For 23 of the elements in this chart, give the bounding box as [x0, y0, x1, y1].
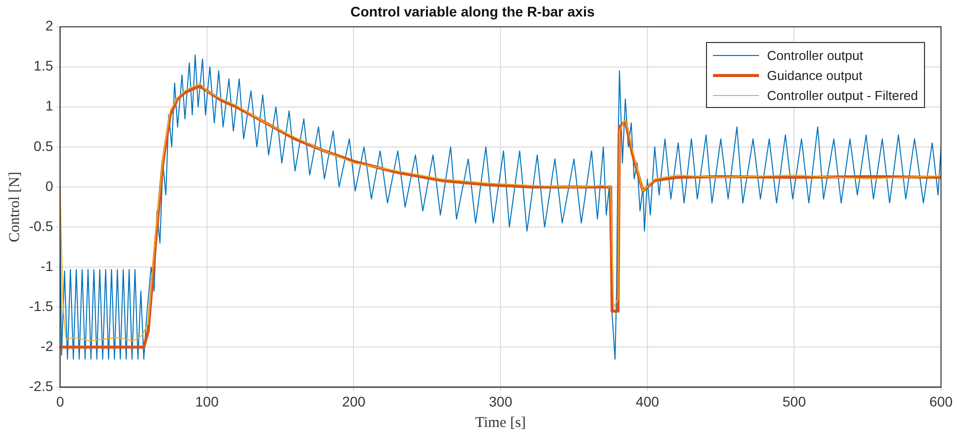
x-tick-label: 300 [488, 393, 512, 410]
legend-label: Guidance output [766, 68, 862, 82]
y-tick-label: -1.5 [29, 298, 54, 314]
legend-label: Controller output [766, 48, 864, 62]
x-tick-label: 200 [342, 393, 366, 410]
y-tick-label: -2 [40, 338, 54, 354]
x-tick-label: 500 [782, 393, 806, 410]
y-tick-label: 1 [45, 98, 54, 114]
y-tick-label: -2.5 [29, 378, 54, 394]
y-tick-label: 0.5 [34, 138, 54, 154]
y-tick-label: 0 [45, 178, 54, 194]
x-tick-label: 600 [929, 393, 953, 410]
y-tick-label: -1 [40, 258, 54, 274]
x-tick-label: 400 [636, 393, 660, 410]
x-axis-title: Time [s] [475, 414, 526, 431]
y-tick-label: -0.5 [29, 218, 54, 234]
x-tick-label: 100 [195, 393, 219, 410]
y-axis-title: Control [N] [6, 172, 23, 242]
x-tick-label: 0 [56, 393, 64, 410]
y-tick-label: 2 [45, 18, 54, 34]
chart-title: Control variable along the R-bar axis [350, 3, 595, 20]
legend-label: Controller output - Filtered [766, 88, 918, 102]
y-tick-label: 1.5 [34, 58, 54, 74]
